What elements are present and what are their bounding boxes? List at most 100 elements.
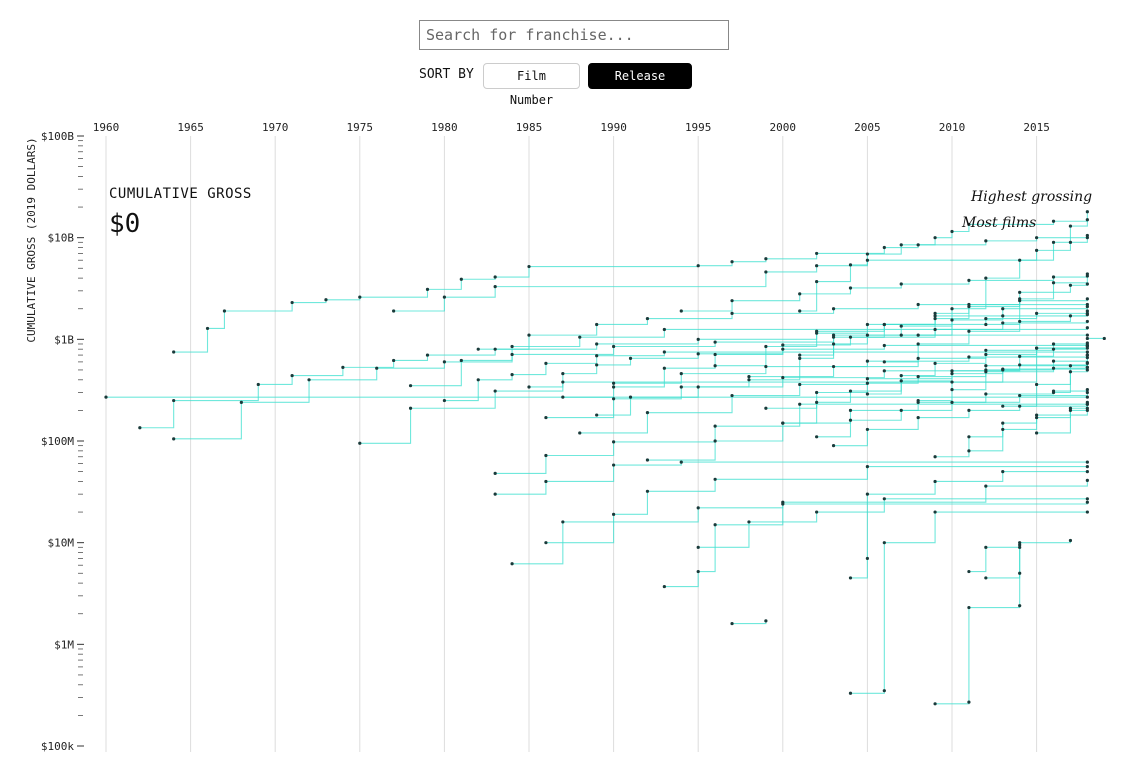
film-point-49-1 [1102, 336, 1106, 341]
film-point-6-4 [442, 360, 446, 364]
film-point-13-4 [984, 484, 988, 488]
film-point-45-5 [1085, 313, 1089, 317]
film-point-29-2 [882, 322, 886, 327]
film-point-4-3 [865, 252, 870, 256]
film-point-35-1 [1018, 297, 1022, 301]
film-point-2-4 [815, 264, 819, 268]
film-point-40-5 [967, 355, 971, 359]
film-point-11-4 [1085, 460, 1089, 464]
film-point-6-6 [612, 344, 616, 349]
film-point-5-7 [493, 347, 497, 351]
film-point-12-5 [1085, 465, 1089, 469]
film-point-12-0 [544, 541, 548, 545]
film-point-24-7 [1085, 319, 1089, 324]
film-point-2-2 [493, 285, 497, 289]
film-point-10-1 [544, 453, 548, 458]
franchise-line-1 [173, 235, 1088, 353]
film-point-49-0 [1085, 336, 1089, 341]
film-point-39-1 [561, 372, 565, 376]
film-point-44-4 [1018, 393, 1022, 398]
film-point-33-1 [967, 435, 971, 439]
film-point-19-2 [865, 492, 870, 496]
film-point-5-2 [256, 382, 260, 387]
film-point-44-2 [899, 408, 903, 412]
film-point-2-8 [1085, 236, 1089, 240]
film-point-12-4 [865, 465, 870, 469]
sort-release-year-button[interactable]: Release Year [588, 63, 692, 107]
film-point-41-1 [628, 395, 633, 399]
film-point-41-0 [595, 413, 599, 417]
film-point-5-14 [1085, 309, 1089, 313]
film-point-40-3 [764, 364, 768, 369]
x-tick-1970: 1970 [262, 121, 289, 134]
film-point-13-1 [561, 520, 565, 524]
film-point-19-5 [1085, 470, 1089, 474]
film-point-14-1 [747, 520, 751, 524]
film-point-19-4 [1001, 470, 1005, 474]
film-point-34-0 [950, 388, 954, 392]
film-point-35-3 [1085, 272, 1089, 276]
film-point-13-0 [510, 562, 514, 566]
film-point-10-2 [612, 440, 616, 444]
film-point-31-0 [865, 392, 870, 396]
film-point-27-3 [865, 333, 870, 337]
film-point-6-5 [510, 352, 514, 357]
film-point-30-2 [916, 415, 920, 420]
film-point-47-1 [1001, 427, 1005, 432]
film-point-23-0 [578, 431, 582, 435]
film-point-47-0 [967, 449, 971, 453]
film-point-3-1 [950, 307, 954, 311]
film-point-28-1 [815, 400, 819, 404]
film-point-38-2 [595, 322, 599, 327]
film-point-24-3 [781, 343, 785, 347]
sort-by-label: SORT BY [419, 67, 474, 82]
film-point-43-1 [815, 390, 819, 395]
film-point-35-0 [984, 322, 988, 327]
film-point-31-3 [984, 352, 988, 357]
x-gridlines [105, 136, 1038, 752]
film-point-30-0 [831, 444, 836, 448]
film-point-2-1 [442, 295, 446, 299]
film-point-6-2 [307, 378, 311, 382]
annotation-most-films: Most films [962, 215, 1037, 231]
search-input[interactable] [419, 20, 729, 50]
film-point-9-5 [662, 350, 666, 354]
film-point-1-6 [425, 287, 430, 291]
x-tick-1965: 1965 [177, 121, 204, 134]
film-point-28-4 [950, 372, 954, 376]
film-point-44-5 [1085, 390, 1089, 395]
franchise-line-8 [410, 327, 1088, 387]
film-point-4-9 [1085, 218, 1089, 222]
film-point-1-10 [696, 264, 700, 268]
film-point-34-3 [1051, 347, 1056, 351]
sort-film-number-button[interactable]: Film Number [483, 63, 580, 107]
film-point-40-4 [865, 359, 870, 363]
film-point-19-0 [848, 576, 853, 580]
film-point-17-3 [933, 510, 937, 514]
y-axis: $100k $1M $10M $100M $1B $10B $100B [41, 130, 84, 753]
film-point-19-3 [933, 479, 937, 484]
film-point-25-1 [713, 439, 717, 443]
film-point-37-0 [1035, 431, 1039, 435]
film-point-25-5 [984, 392, 988, 396]
film-point-1-5 [358, 295, 362, 299]
film-point-22-5 [916, 356, 920, 360]
film-point-9-2 [510, 372, 514, 377]
film-point-44-1 [848, 418, 853, 422]
film-point-47-2 [1035, 415, 1039, 420]
film-point-1-0 [172, 350, 176, 354]
film-point-5-0 [138, 426, 142, 430]
film-point-46-0 [916, 398, 920, 403]
film-point-33-2 [1001, 421, 1005, 425]
franchise-line-44 [816, 392, 1088, 438]
film-point-4-0 [798, 309, 802, 313]
film-point-45-3 [1018, 319, 1022, 324]
film-point-7-0 [358, 441, 362, 445]
film-point-27-2 [831, 342, 836, 346]
film-point-32-2 [967, 302, 971, 307]
film-point-13-2 [696, 506, 700, 510]
y-tick-label: $1B [54, 333, 74, 346]
film-point-5-3 [290, 373, 294, 378]
film-point-24-1 [662, 366, 666, 370]
film-point-9-1 [476, 378, 480, 382]
